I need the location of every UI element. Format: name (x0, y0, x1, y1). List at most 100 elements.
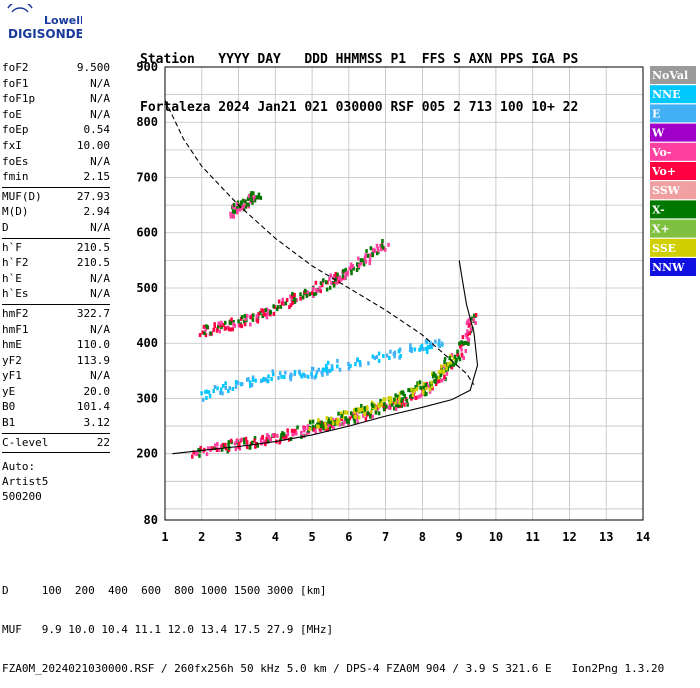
legend-label: SSW (652, 184, 681, 197)
echo-point (289, 294, 292, 299)
echo-point (319, 423, 323, 428)
echo-point (385, 404, 388, 409)
echo-point (340, 411, 343, 416)
echo-point (332, 283, 336, 288)
echo-point (356, 420, 359, 425)
echo-point (293, 293, 296, 297)
echo-point (291, 291, 294, 296)
echo-point (415, 387, 419, 392)
echo-point (440, 341, 444, 346)
echo-point (278, 371, 282, 376)
echo-point (287, 437, 291, 442)
echo-point (422, 385, 425, 390)
echo-point (443, 374, 446, 379)
x-tick-label: 1 (161, 530, 168, 544)
echo-point (429, 340, 432, 345)
echo-point (230, 317, 233, 322)
echo-point (280, 374, 283, 379)
echo-point (365, 249, 368, 254)
echo-point (280, 301, 284, 306)
echo-point (331, 418, 335, 422)
echo-point (250, 197, 253, 202)
echo-point (204, 333, 208, 338)
echo-point (364, 259, 368, 264)
echo-point (453, 354, 457, 359)
echo-point (281, 434, 285, 439)
x-tick-label: 14 (636, 530, 650, 544)
param-value: N/A (90, 92, 110, 106)
echo-point (382, 354, 385, 358)
echo-point (465, 335, 469, 340)
echo-point (227, 389, 230, 394)
echo-point (213, 385, 217, 389)
echo-point (431, 342, 434, 347)
echo-point (256, 443, 259, 448)
echo-point (306, 374, 310, 379)
legend-label: NNE (652, 88, 681, 101)
param-name: M(D) (2, 205, 29, 219)
echo-point (410, 349, 413, 353)
echo-point (379, 243, 382, 248)
echo-point (355, 268, 359, 272)
echo-point (259, 195, 263, 200)
echo-point (277, 299, 281, 304)
echo-point (324, 421, 327, 426)
legend-swatch (650, 219, 696, 238)
param-row: C-level 22 (2, 435, 110, 451)
echo-point (305, 293, 309, 298)
echo-point (294, 297, 297, 302)
echo-point (266, 379, 270, 384)
echo-point (301, 295, 305, 300)
echo-point (219, 444, 223, 449)
param-value: 110.0 (76, 338, 110, 352)
echo-point (439, 369, 443, 374)
x-tick-labels: 1 2 3 4 5 6 7 8 9 10 11 12 13 14 (161, 530, 650, 544)
echo-point (204, 327, 207, 332)
echo-point (434, 382, 438, 387)
echo-point (243, 440, 246, 445)
echo-point (448, 356, 451, 361)
echo-point (231, 387, 235, 391)
echo-point (300, 374, 304, 379)
echo-point (352, 414, 355, 419)
echo-point (352, 266, 355, 271)
echo-point (240, 206, 244, 211)
y-tick-label: 80 (144, 513, 158, 527)
echo-point (449, 360, 453, 365)
echo-point (359, 407, 362, 412)
echo-point (348, 266, 351, 271)
echo-point (336, 417, 339, 422)
echo-point (205, 395, 208, 400)
echo-point (246, 445, 249, 450)
echo-point (267, 311, 270, 316)
echo-point (328, 425, 331, 430)
echo-point (460, 352, 464, 357)
echo-point (387, 242, 390, 247)
echo-point (251, 200, 254, 205)
y-tick-label: 300 (136, 391, 158, 405)
param-row: yF2 113.9 (2, 353, 110, 369)
echo-point (468, 331, 472, 336)
param-row: foF1 N/A (2, 76, 110, 92)
echo-point (265, 307, 269, 312)
echo-point (202, 397, 205, 402)
param-row: foEs N/A (2, 154, 110, 170)
echo-point (295, 298, 298, 303)
echo-point (460, 347, 463, 352)
echo-point (225, 326, 228, 331)
echo-point (400, 390, 403, 395)
echo-point (288, 375, 292, 380)
legend-label: E (652, 107, 660, 120)
echo-point (311, 424, 315, 429)
echo-point (340, 414, 343, 418)
echo-point (468, 317, 471, 322)
param-name: C-level (2, 435, 49, 449)
echo-point (358, 359, 362, 364)
echo-point (340, 417, 344, 422)
echo-point (247, 193, 251, 198)
echo-point (293, 369, 297, 374)
echo-point (356, 357, 359, 362)
echo-point (192, 450, 195, 455)
echo-point (213, 446, 217, 450)
echo-point (255, 195, 259, 200)
